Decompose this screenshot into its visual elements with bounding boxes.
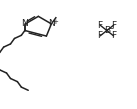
Text: N: N (22, 19, 28, 28)
Text: N: N (48, 19, 55, 28)
Text: F: F (98, 21, 103, 30)
Text: F: F (111, 21, 116, 30)
Text: B: B (104, 26, 110, 35)
Text: F: F (111, 31, 116, 40)
Text: +: + (52, 19, 58, 25)
Text: −: − (107, 24, 113, 33)
Text: F: F (98, 31, 103, 40)
